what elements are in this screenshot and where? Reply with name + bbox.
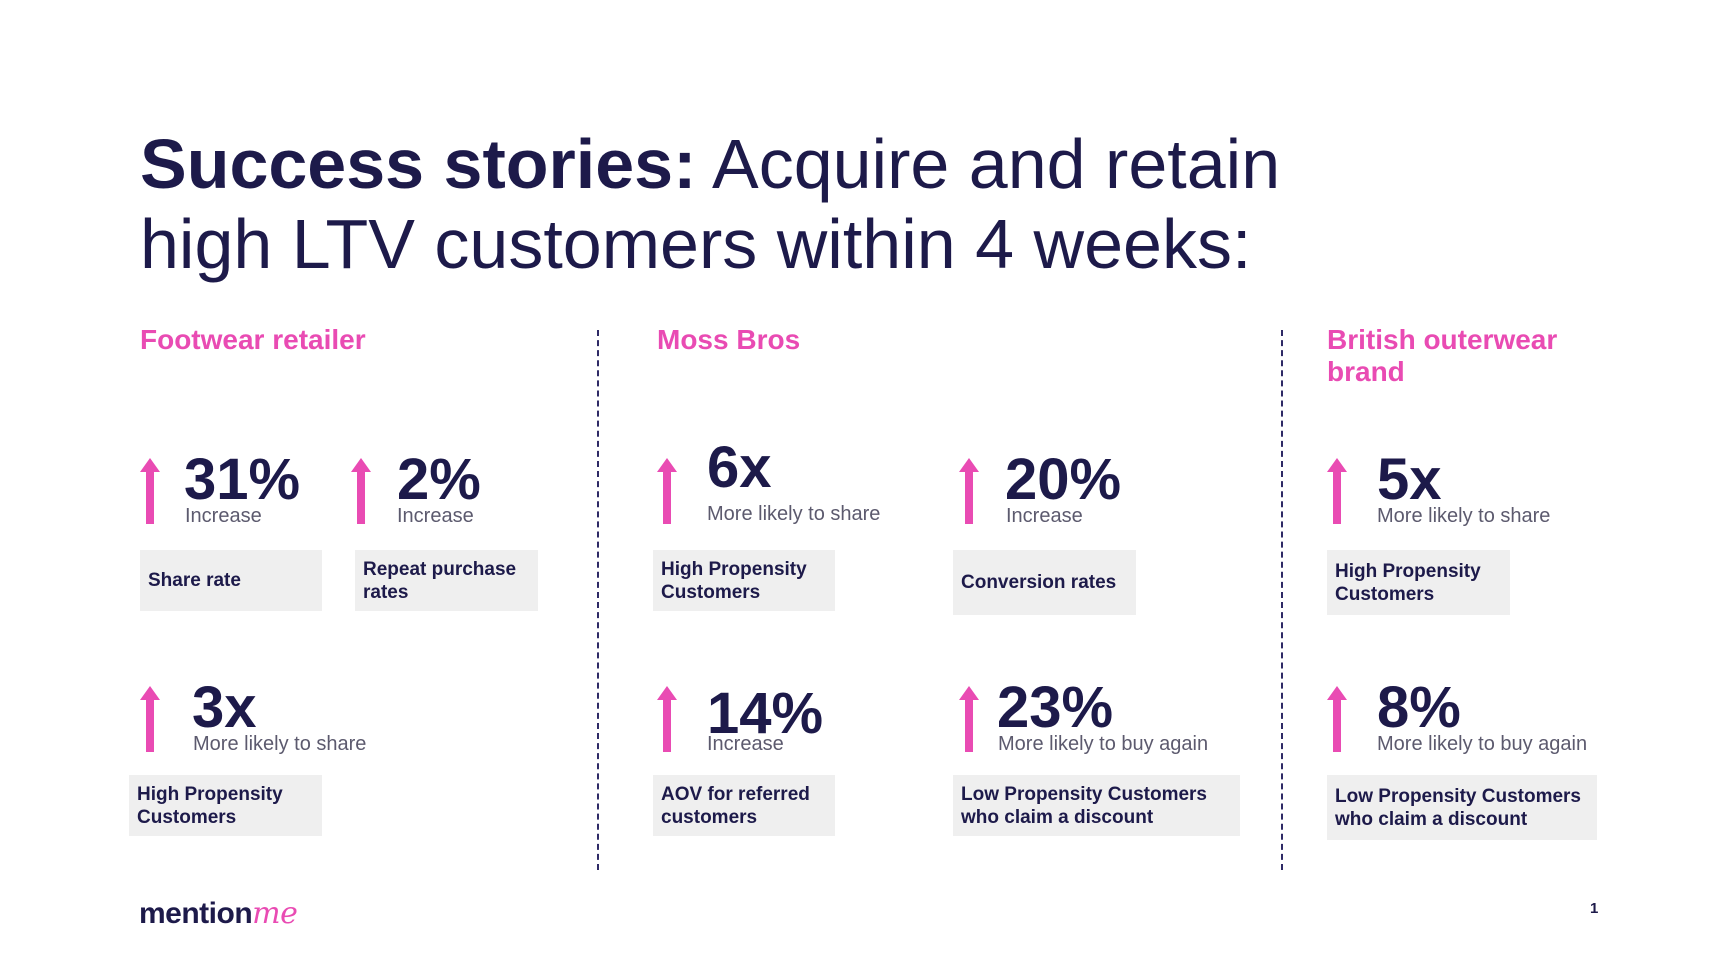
stat-value: 23%: [997, 675, 1114, 740]
stat-subtext: Increase: [185, 505, 262, 527]
stat-value: 20%: [1005, 447, 1122, 512]
page-number: 1: [1590, 900, 1599, 917]
arrow-up-icon: [959, 686, 979, 752]
stat-value: 5x: [1377, 447, 1442, 512]
divider-right: [1281, 330, 1283, 870]
arrow-up-icon: [1327, 686, 1347, 752]
stat-subtext: More likely to buy again: [998, 733, 1209, 755]
page-title: Success stories: Acquire and retain high…: [140, 124, 1390, 284]
stat-label: Low Propensity Customers who claim a dis…: [1327, 775, 1597, 840]
stat-value: 2%: [397, 447, 481, 512]
stat-value: 14%: [707, 681, 824, 746]
arrow-up-icon: [657, 686, 677, 752]
stat-subtext: More likely to buy again: [1377, 733, 1588, 755]
stat-value: 6x: [707, 435, 772, 500]
stat-value: 8%: [1377, 675, 1461, 740]
section-title-outerwear: British outerwear brand: [1327, 324, 1558, 387]
stat-value: 31%: [184, 447, 301, 512]
stat-subtext: Increase: [1006, 505, 1083, 527]
arrow-up-icon: [351, 458, 371, 524]
arrow-up-icon: [140, 686, 160, 752]
stat-subtext: Increase: [397, 505, 474, 527]
stat-label: Conversion rates: [953, 550, 1136, 615]
arrow-up-icon: [959, 458, 979, 524]
section-title-moss-bros: Moss Bros: [657, 324, 801, 355]
stat-subtext: Increase: [707, 733, 784, 755]
section-title-footwear: Footwear retailer: [140, 324, 366, 355]
arrow-up-icon: [1327, 458, 1347, 524]
arrow-up-icon: [657, 458, 677, 524]
stat-label: Repeat purchase rates: [355, 550, 538, 611]
stat-value: 3x: [192, 675, 257, 740]
stat-label: Low Propensity Customers who claim a dis…: [953, 775, 1240, 836]
mention-me-logo: mentionme: [139, 896, 298, 931]
stat-subtext: More likely to share: [193, 733, 367, 755]
arrow-up-icon: [140, 458, 160, 524]
divider-left: [597, 330, 599, 870]
stat-label: High Propensity Customers: [1327, 550, 1510, 615]
stat-subtext: More likely to share: [1377, 505, 1551, 527]
stat-label: High Propensity Customers: [653, 550, 835, 611]
stat-subtext: More likely to share: [707, 503, 881, 525]
logo-text-mention: mention: [139, 897, 253, 930]
stat-label: Share rate: [140, 550, 322, 611]
title-bold: Success stories:: [140, 125, 697, 203]
logo-text-me: me: [252, 896, 298, 931]
title-rest: Acquire and retain high LTV customers wi…: [140, 125, 1281, 283]
stat-label: AOV for referred customers: [653, 775, 835, 836]
stat-label: High Propensity Customers: [129, 775, 322, 836]
